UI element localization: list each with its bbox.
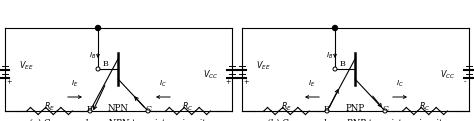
Text: $R_C$: $R_C$ (182, 101, 194, 113)
Circle shape (96, 67, 100, 71)
Text: (a) Common-base NPN transistor circuit.: (a) Common-base NPN transistor circuit. (29, 119, 208, 121)
Text: $I_B$: $I_B$ (326, 51, 333, 61)
Circle shape (88, 109, 92, 113)
Text: $I_E$: $I_E$ (71, 79, 79, 89)
Circle shape (333, 67, 337, 71)
Text: $R_C$: $R_C$ (419, 101, 431, 113)
Text: $R_E$: $R_E$ (281, 101, 292, 113)
Text: $R_E$: $R_E$ (44, 101, 55, 113)
Text: (b) Common-base PNP transistor circuit.: (b) Common-base PNP transistor circuit. (266, 119, 445, 121)
Text: +: + (243, 79, 249, 84)
Text: $V_{EE}$: $V_{EE}$ (19, 59, 34, 72)
Text: $V_{CC}$: $V_{CC}$ (203, 68, 218, 81)
Text: B: B (103, 60, 109, 68)
Text: E: E (323, 105, 329, 113)
Text: C: C (383, 105, 389, 113)
Text: $V_{EE}$: $V_{EE}$ (256, 59, 271, 72)
Text: B: B (340, 60, 346, 68)
Text: $V_{CC}$: $V_{CC}$ (440, 68, 455, 81)
Text: +: + (225, 79, 231, 84)
Text: E: E (86, 105, 92, 113)
Text: $I_C$: $I_C$ (159, 79, 167, 89)
Text: -: - (464, 79, 466, 84)
Circle shape (325, 109, 329, 113)
Circle shape (332, 26, 337, 30)
Text: PNP: PNP (346, 104, 365, 113)
Text: $I_E$: $I_E$ (308, 79, 316, 89)
Text: $I_C$: $I_C$ (396, 79, 404, 89)
Circle shape (146, 109, 150, 113)
Circle shape (95, 26, 100, 30)
Text: +: + (6, 79, 12, 84)
Text: NPN: NPN (108, 104, 129, 113)
Circle shape (383, 109, 387, 113)
Text: C: C (146, 105, 152, 113)
Text: $I_B$: $I_B$ (89, 51, 96, 61)
